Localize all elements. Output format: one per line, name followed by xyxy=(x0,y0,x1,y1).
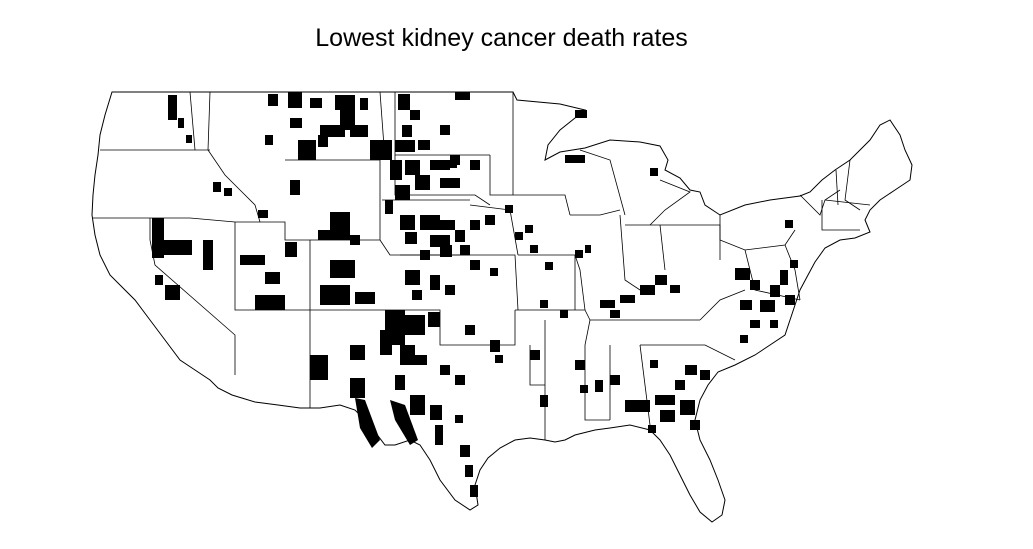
map-title: Lowest kidney cancer death rates xyxy=(315,24,688,52)
us-outline xyxy=(91,91,913,523)
highlighted-counties xyxy=(152,92,798,497)
